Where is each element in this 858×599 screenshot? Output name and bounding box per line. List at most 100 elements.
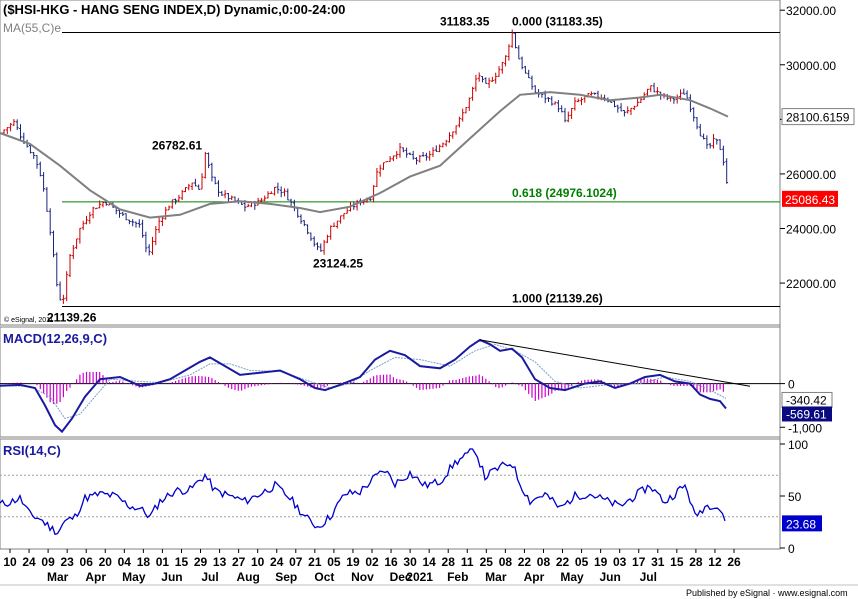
macd-trendline [479, 339, 751, 387]
price-bar [147, 244, 151, 256]
price-bar [623, 110, 626, 117]
price-bar [71, 244, 75, 260]
price-bar [573, 97, 577, 111]
price-bar [309, 232, 313, 241]
price-bar [332, 222, 336, 227]
x-day-label: 31 [651, 555, 665, 569]
ma-label: MA(55,C)e [3, 21, 61, 35]
price-bar [58, 281, 62, 301]
price-bar [514, 33, 517, 49]
price-bar [144, 231, 148, 253]
price-bar [712, 133, 715, 149]
price-bar [5, 127, 9, 134]
price-bar [411, 150, 415, 160]
price-bar [45, 187, 49, 212]
price-bar [487, 77, 491, 89]
macd-value-badge-bg [782, 406, 832, 422]
macd-value-badge: -569.61 [786, 407, 827, 421]
x-day-label: 29 [194, 555, 208, 569]
price-bar [441, 142, 445, 148]
price-bar [481, 76, 484, 83]
price-annotation: 0.000 (31183.35) [512, 14, 603, 28]
x-day-label: 02 [365, 555, 379, 569]
price-bar [401, 147, 405, 153]
price-bar [246, 203, 250, 208]
price-bar [95, 207, 98, 210]
rsi-label: RSI(14,C) [3, 443, 61, 458]
price-bar [464, 106, 468, 114]
price-bar [609, 101, 613, 103]
x-day-label: 24 [270, 555, 284, 569]
price-bar [342, 213, 346, 220]
price-tick-label: 22000.00 [786, 277, 836, 291]
price-bar [273, 186, 276, 196]
price-bar [339, 215, 342, 224]
price-panel: 32000.0030000.0028000.0026000.0024000.00… [0, 4, 855, 325]
price-bar [289, 198, 293, 207]
price-bar [131, 219, 135, 227]
price-bar [217, 180, 220, 197]
price-bar [382, 162, 385, 170]
rsi-line [0, 448, 726, 536]
x-day-label: 15 [175, 555, 189, 569]
price-bar [32, 151, 36, 159]
price-bar [652, 82, 656, 93]
price-bar [170, 199, 174, 209]
price-bar [263, 195, 267, 202]
price-bar [335, 220, 339, 229]
price-bar [698, 123, 702, 137]
price-bar [81, 220, 85, 230]
price-bar [484, 77, 488, 84]
price-bar [329, 225, 333, 240]
price-bar [134, 221, 138, 228]
price-value-badge: 25086.43 [785, 193, 835, 207]
price-bar [593, 92, 597, 95]
x-day-label: 26 [727, 555, 741, 569]
price-bar [566, 111, 570, 123]
watermark: © eSignal, 2011 [4, 316, 54, 324]
price-bar [326, 234, 329, 244]
price-bar [213, 176, 217, 185]
price-bar [385, 160, 389, 163]
price-bar [19, 124, 22, 142]
price-bar [576, 98, 580, 103]
price-bar [494, 72, 498, 84]
x-day-label: 07 [289, 555, 303, 569]
x-day-label: 19 [594, 555, 608, 569]
price-bar [121, 211, 125, 216]
price-bar [299, 214, 303, 224]
macd-panel: 0 -1,000 -340.42-569.61 [0, 338, 833, 435]
x-month-label: Nov [351, 570, 374, 584]
price-bar [491, 76, 494, 82]
price-bar [306, 224, 309, 235]
price-bar [190, 182, 194, 191]
price-bar [590, 91, 593, 96]
x-day-label: 15 [670, 555, 684, 569]
price-bar [200, 173, 204, 190]
x-month-label: May [122, 570, 146, 584]
price-bar [124, 213, 128, 221]
price-bar [220, 191, 224, 196]
price-bar [286, 188, 290, 201]
rsi-value-badge-bg [782, 515, 822, 532]
price-bar [517, 45, 521, 60]
price-bar [137, 219, 141, 228]
x-month-label: Mar [47, 570, 69, 584]
price-bar [128, 219, 131, 225]
rsi-panel: 100 50 0 23.68 [0, 438, 822, 556]
price-bar [477, 72, 481, 82]
price-bar [458, 116, 461, 128]
price-bar [708, 143, 712, 149]
price-bar [227, 192, 230, 202]
price-bar [398, 143, 402, 158]
x-month-label: Jul [640, 570, 657, 584]
price-bar [702, 133, 705, 140]
chart-title: ($HSI-HKG - HANG SENG INDEX,D) Dynamic,0… [3, 2, 345, 17]
price-bar [471, 86, 474, 101]
price-bar [141, 219, 144, 238]
price-bar [689, 94, 692, 113]
price-bar [705, 135, 709, 149]
price-bar [151, 236, 154, 255]
x-day-label: 27 [232, 555, 246, 569]
price-bar [392, 155, 395, 162]
